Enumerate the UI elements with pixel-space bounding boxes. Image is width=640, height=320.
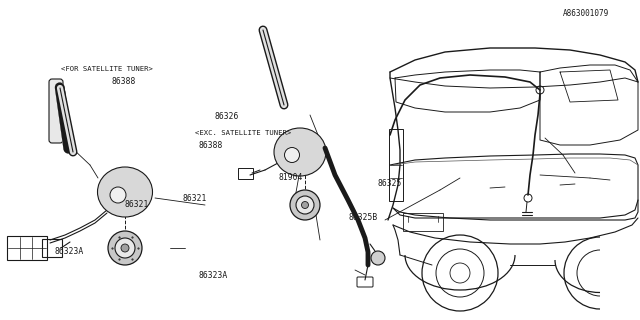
Circle shape — [296, 196, 314, 214]
Circle shape — [115, 238, 135, 258]
Text: <FOR SATELLITE TUNER>: <FOR SATELLITE TUNER> — [61, 66, 153, 72]
Text: 86388: 86388 — [112, 77, 136, 86]
Circle shape — [110, 187, 126, 203]
Ellipse shape — [97, 167, 152, 217]
Text: 86388: 86388 — [198, 141, 223, 150]
Circle shape — [285, 148, 300, 163]
Ellipse shape — [274, 128, 326, 176]
Text: 86323A: 86323A — [198, 271, 228, 280]
Text: 86323A: 86323A — [54, 247, 84, 256]
Text: A863001079: A863001079 — [563, 9, 609, 18]
Text: 81904: 81904 — [278, 173, 303, 182]
Circle shape — [290, 190, 320, 220]
Circle shape — [108, 231, 142, 265]
Text: 86321: 86321 — [182, 194, 207, 203]
Circle shape — [371, 251, 385, 265]
Text: 86326: 86326 — [214, 112, 239, 121]
Circle shape — [121, 244, 129, 252]
Bar — [403, 213, 443, 231]
Text: <EXC. SATELLITE TUNER>: <EXC. SATELLITE TUNER> — [195, 130, 291, 136]
Text: 86325: 86325 — [378, 180, 402, 188]
Circle shape — [301, 202, 308, 209]
Text: 86321: 86321 — [125, 200, 149, 209]
Text: 86325B: 86325B — [349, 213, 378, 222]
FancyBboxPatch shape — [49, 79, 63, 143]
